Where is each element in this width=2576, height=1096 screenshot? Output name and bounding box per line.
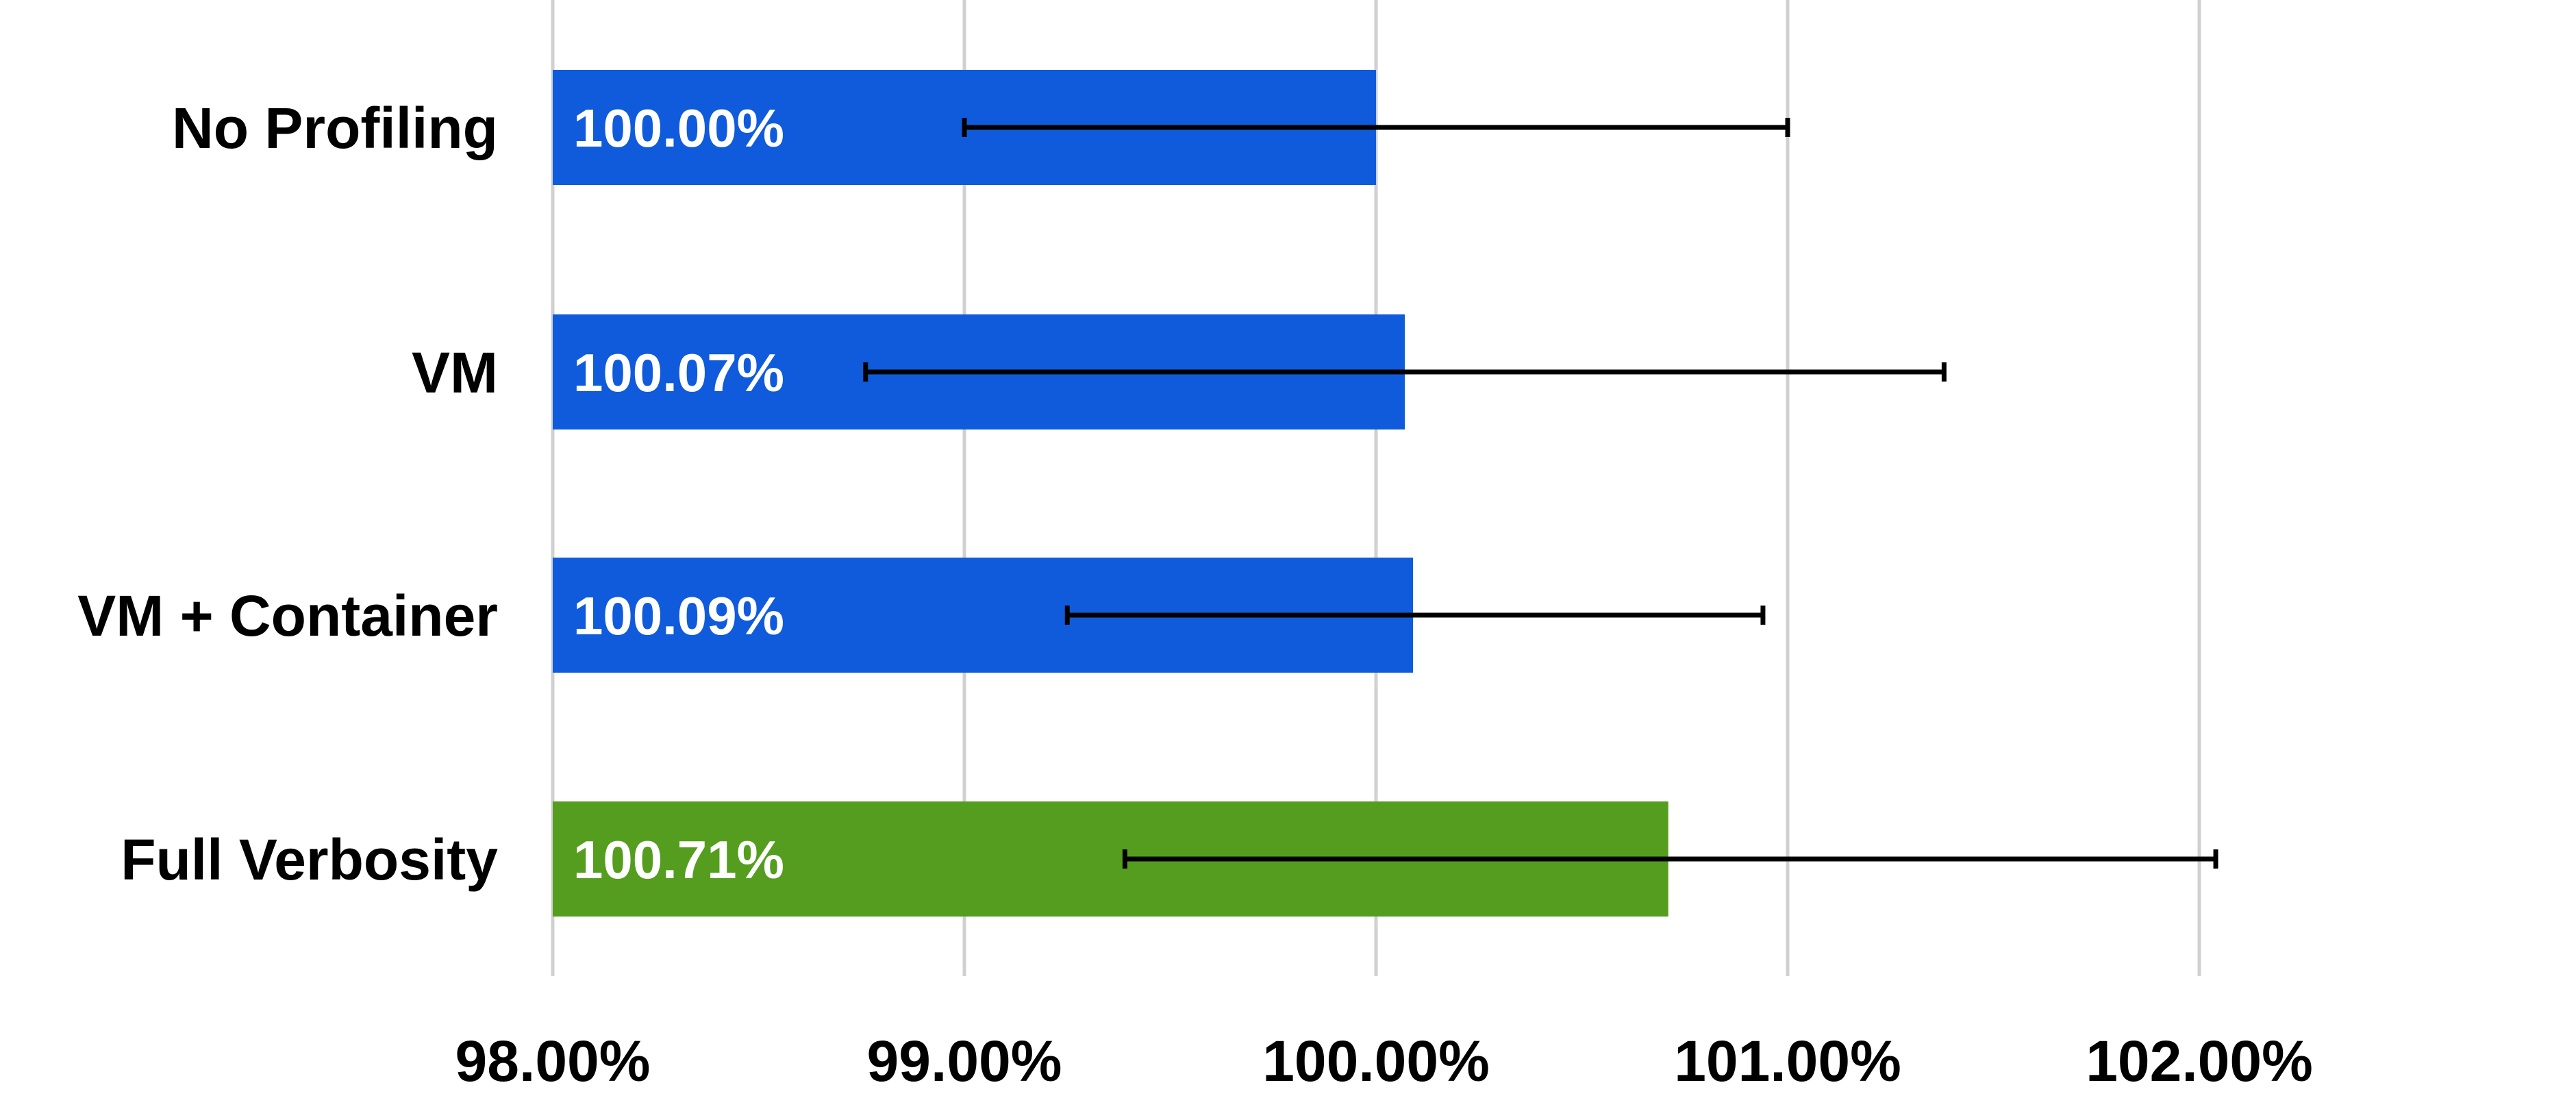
category-label: No Profiling xyxy=(172,96,498,160)
category-label: Full Verbosity xyxy=(121,827,498,892)
data-label: 100.09% xyxy=(573,586,784,646)
labels: 98.00% 99.00% 100.00% 101.00% 102.00% No Prof… xyxy=(77,96,2313,1093)
error-bars xyxy=(863,118,2218,869)
x-tick-label: 100.00% xyxy=(1262,1029,1490,1093)
category-label: VM xyxy=(412,340,498,405)
x-tick-label: 98.00% xyxy=(455,1029,651,1093)
error-bar xyxy=(863,362,1947,382)
x-tick-label: 102.00% xyxy=(2086,1029,2313,1093)
data-label: 100.00% xyxy=(573,98,784,158)
data-label: 100.07% xyxy=(573,342,784,403)
x-tick-label: 101.00% xyxy=(1674,1029,1901,1093)
error-bar xyxy=(1122,849,2218,869)
bars xyxy=(553,70,1668,917)
data-label: 100.71% xyxy=(573,830,784,890)
error-bar xyxy=(962,118,1790,137)
x-tick-label: 99.00% xyxy=(867,1029,1062,1093)
error-bar xyxy=(1064,606,1766,625)
category-label: VM + Container xyxy=(77,584,498,648)
